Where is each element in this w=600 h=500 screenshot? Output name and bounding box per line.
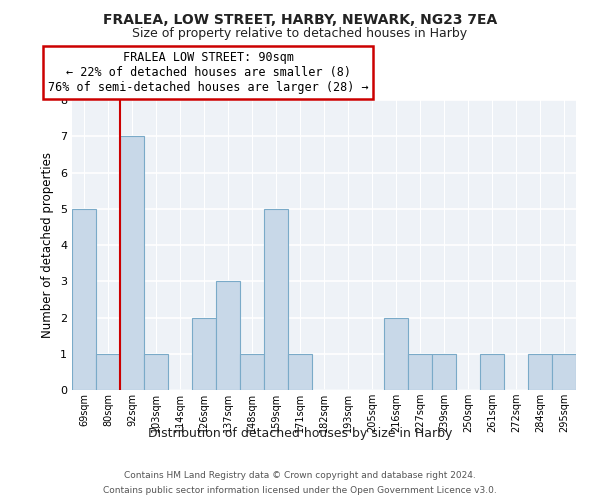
Bar — [552, 354, 576, 390]
Bar — [240, 354, 264, 390]
Bar — [432, 354, 456, 390]
Bar — [480, 354, 504, 390]
Bar — [144, 354, 168, 390]
Text: Distribution of detached houses by size in Harby: Distribution of detached houses by size … — [148, 428, 452, 440]
Text: FRALEA, LOW STREET, HARBY, NEWARK, NG23 7EA: FRALEA, LOW STREET, HARBY, NEWARK, NG23 … — [103, 12, 497, 26]
Bar — [384, 318, 408, 390]
Bar — [72, 209, 96, 390]
Bar — [408, 354, 432, 390]
Text: FRALEA LOW STREET: 90sqm
← 22% of detached houses are smaller (8)
76% of semi-de: FRALEA LOW STREET: 90sqm ← 22% of detach… — [48, 51, 368, 94]
Bar — [288, 354, 312, 390]
Bar — [264, 209, 288, 390]
Bar — [528, 354, 552, 390]
Text: Size of property relative to detached houses in Harby: Size of property relative to detached ho… — [133, 28, 467, 40]
Bar — [120, 136, 144, 390]
Bar — [216, 281, 240, 390]
Bar — [192, 318, 216, 390]
Text: Contains HM Land Registry data © Crown copyright and database right 2024.: Contains HM Land Registry data © Crown c… — [124, 471, 476, 480]
Y-axis label: Number of detached properties: Number of detached properties — [41, 152, 55, 338]
Text: Contains public sector information licensed under the Open Government Licence v3: Contains public sector information licen… — [103, 486, 497, 495]
Bar — [96, 354, 120, 390]
